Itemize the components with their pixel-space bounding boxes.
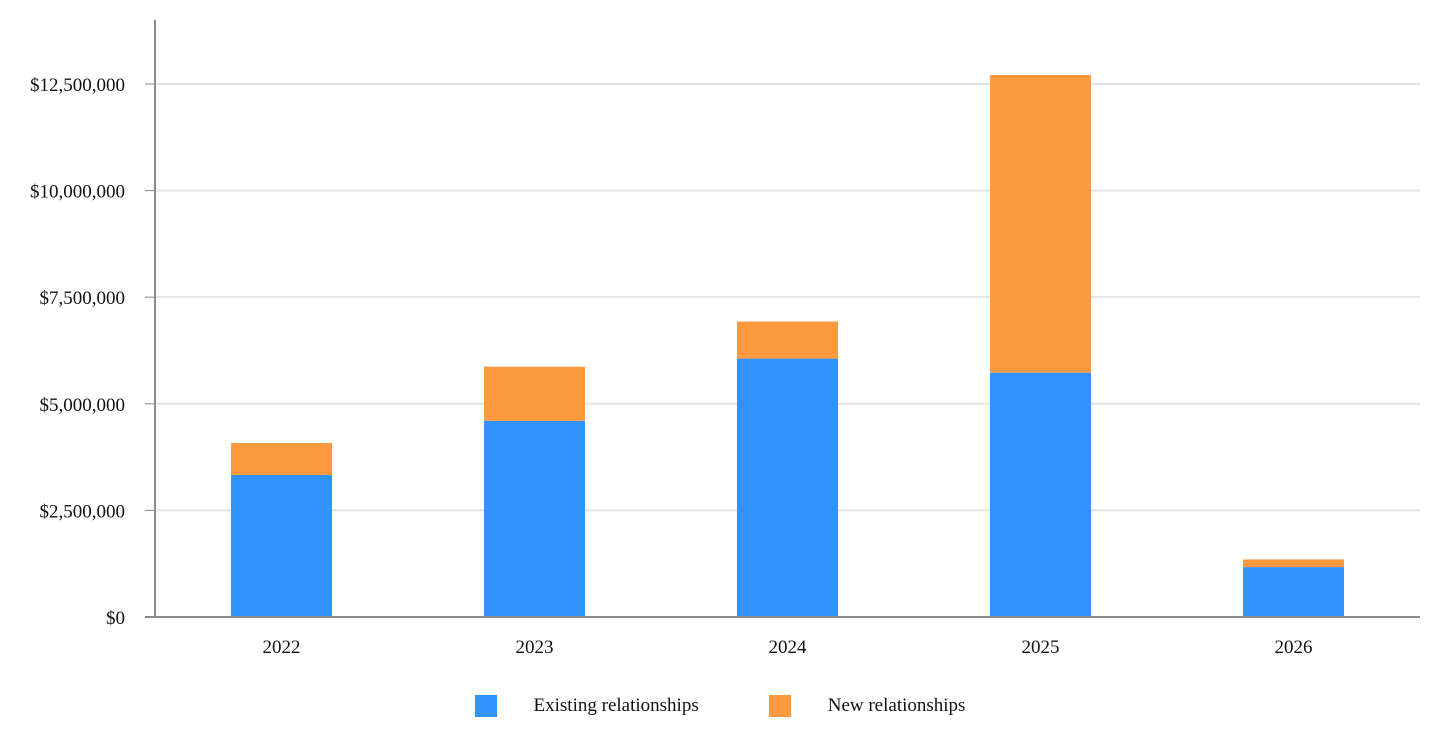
x-tick-label: 2022	[263, 637, 301, 658]
tick-labels: $0 $2,500,000 $5,000,000 $7,500,000 $10,000,…	[30, 75, 1313, 658]
legend-label-existing: Existing relationships	[533, 695, 699, 716]
y-tick-label: $2,500,000	[40, 501, 126, 522]
bar-new-2023	[484, 366, 585, 421]
bar-new-2026	[1243, 559, 1344, 568]
x-tick-label: 2024	[769, 637, 808, 658]
x-tick-label: 2026	[1275, 637, 1313, 658]
legend: Existing relationships New relationships	[0, 686, 1440, 726]
gridlines	[155, 82, 1420, 512]
y-tick-label: $5,000,000	[40, 395, 126, 416]
y-tick-label: $10,000,000	[30, 182, 125, 203]
legend-swatch-new	[768, 695, 791, 717]
y-tick-label: $7,500,000	[40, 288, 126, 309]
legend-item-existing: Existing relationships	[474, 695, 699, 717]
y-tick-label: $0	[106, 608, 125, 629]
y-tick-label: $12,500,000	[30, 75, 125, 96]
legend-item-new: New relationships	[768, 695, 966, 717]
bar-new-2025	[990, 75, 1091, 373]
bars	[231, 75, 1344, 617]
bar-existing-2022	[231, 474, 332, 617]
bar-existing-2024	[737, 358, 838, 617]
bar-existing-2023	[484, 420, 585, 617]
bar-new-2022	[231, 443, 332, 475]
bar-existing-2026	[1243, 567, 1344, 617]
x-tick-label: 2025	[1022, 637, 1060, 658]
x-tick-label: 2023	[516, 637, 554, 658]
legend-label-new: New relationships	[827, 695, 966, 716]
legend-swatch-existing	[474, 695, 497, 717]
bar-existing-2025	[990, 372, 1091, 617]
axes	[145, 20, 1420, 618]
bar-new-2024	[737, 321, 838, 359]
